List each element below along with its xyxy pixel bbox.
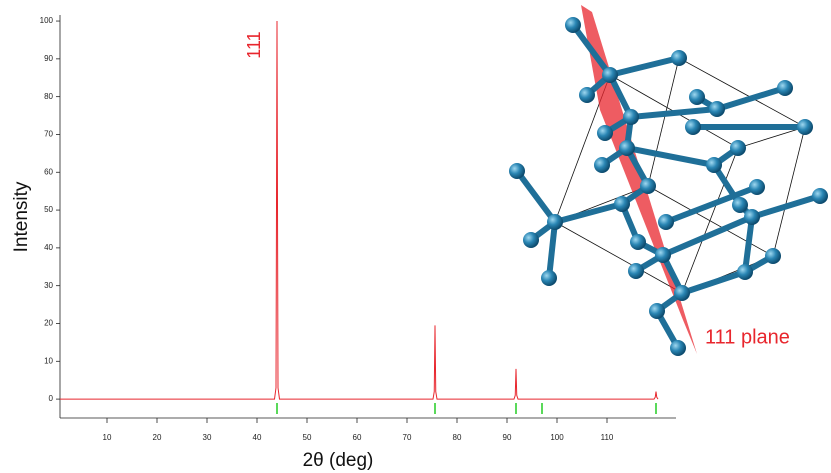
y-tick-label: 10: [44, 356, 53, 365]
annotation: 111: [244, 31, 264, 58]
y-tick-label: 40: [44, 243, 53, 252]
x-tick-label: 40: [253, 433, 262, 442]
x-tick-label: 30: [203, 433, 212, 442]
y-tick-label: 50: [44, 205, 53, 214]
x-tick-label: 110: [601, 433, 614, 442]
y-tick-label: 70: [44, 130, 53, 139]
annotation: 111 plane: [705, 326, 790, 348]
y-tick-label: 80: [44, 92, 53, 101]
x-tick-label: 50: [303, 433, 312, 442]
x-tick-label: 60: [353, 433, 362, 442]
x-tick-label: 20: [153, 433, 162, 442]
crystal-structure: [509, 5, 828, 356]
y-tick-label: 20: [44, 319, 53, 328]
x-axis-label: 2θ (deg): [303, 450, 374, 471]
y-tick-label: 60: [44, 167, 53, 176]
pattern-line: [60, 21, 659, 400]
x-tick-label: 90: [503, 433, 512, 442]
y-tick-label: 30: [44, 281, 53, 290]
x-tick-label: 80: [453, 433, 462, 442]
x-tick-label: 70: [403, 433, 412, 442]
y-tick-label: 100: [40, 16, 54, 25]
y-tick-label: 0: [49, 394, 54, 403]
y-axis-label: Intensity: [11, 181, 32, 252]
y-tick-label: 90: [44, 54, 53, 63]
x-tick-label: 10: [103, 433, 112, 442]
x-tick-label: 100: [550, 433, 564, 442]
